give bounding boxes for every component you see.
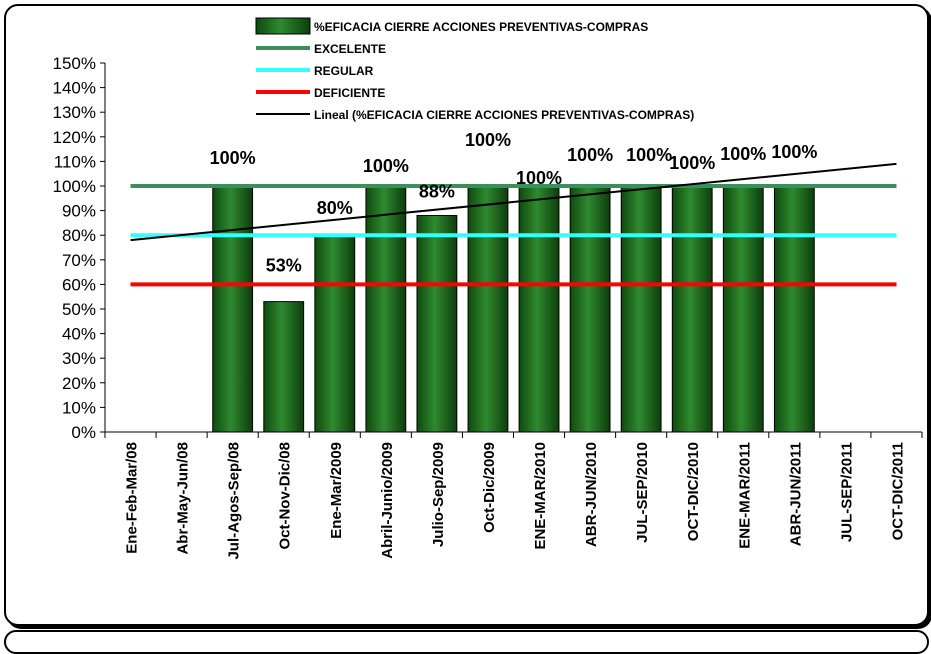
bar <box>365 185 407 433</box>
reference-lines <box>130 184 897 287</box>
bar <box>569 185 611 433</box>
x-tick-label: Ene-Mar/2009 <box>328 442 345 539</box>
x-tick-label: ENE-MAR/2011 <box>736 442 753 549</box>
y-tick-label: 20% <box>62 374 96 393</box>
x-tick-label: Ene-Feb-Mar/08 <box>124 442 141 554</box>
y-tick-label: 30% <box>62 349 96 368</box>
y-tick-label: 140% <box>53 79 96 98</box>
legend: %EFICACIA CIERRE ACCIONES PREVENTIVAS-CO… <box>255 17 694 122</box>
y-tick-label: 70% <box>62 251 96 270</box>
y-tick-label: 110% <box>54 152 96 171</box>
x-tick-label: Abr-May-Jun/08 <box>175 442 192 555</box>
y-tick-label: 80% <box>62 226 96 245</box>
bars <box>212 185 815 433</box>
x-tick-label: ENE-MAR/2010 <box>532 442 549 550</box>
data-label: 100% <box>363 156 409 176</box>
x-tick-label: OCT-DIC/2011 <box>889 442 906 540</box>
legend-label: Lineal (%EFICACIA CIERRE ACCIONES PREVEN… <box>314 108 694 122</box>
x-tick-label: JUL-SEP/2010 <box>634 442 651 543</box>
legend-swatch-bar <box>255 17 311 35</box>
data-label: 100% <box>465 130 511 150</box>
legend-label: %EFICACIA CIERRE ACCIONES PREVENTIVAS-CO… <box>314 20 648 34</box>
y-tick-label: 150% <box>53 54 96 73</box>
y-tick-label: 90% <box>62 202 96 221</box>
y-tick-label: 40% <box>62 325 96 344</box>
x-tick-label: JUL-SEP/2011 <box>838 442 855 542</box>
y-tick-label: 50% <box>62 300 96 319</box>
bar <box>263 301 305 433</box>
x-tick-label: Abril-Junio/2009 <box>379 442 396 559</box>
trendline-line <box>130 162 897 242</box>
data-label: 100% <box>771 142 817 162</box>
x-tick-label: Oct-Dic/2009 <box>481 442 498 533</box>
bar <box>518 185 560 433</box>
x-tick-label: OCT-DIC/2010 <box>685 442 702 541</box>
data-label: 88% <box>419 182 455 202</box>
data-label: 100% <box>210 148 256 168</box>
legend-label: EXCELENTE <box>314 42 386 56</box>
bar <box>722 185 764 433</box>
y-tick-label: 100% <box>53 177 96 196</box>
bar <box>620 185 662 433</box>
y-tick-label: 60% <box>62 275 96 294</box>
data-label: 53% <box>266 256 302 276</box>
data-label: 100% <box>626 145 672 165</box>
bar-chart: %EFICACIA CIERRE ACCIONES PREVENTIVAS-CO… <box>53 17 923 560</box>
y-tick-label: 0% <box>71 423 96 442</box>
bar <box>467 185 509 433</box>
bar <box>773 185 815 433</box>
x-tick-label: ABR-JUN/2011 <box>787 442 804 546</box>
legend-label: DEFICIENTE <box>314 86 385 100</box>
x-tick-label: Jul-Agos-Sep/08 <box>226 442 243 560</box>
x-tick-label: Oct-Nov-Dic/08 <box>277 442 294 550</box>
x-tick-label: ABR-JUN/2010 <box>583 442 600 547</box>
data-label: 100% <box>669 153 715 173</box>
bar <box>314 234 356 433</box>
bar <box>212 185 254 433</box>
x-axis: Ene-Feb-Mar/08 Abr-May-Jun/08 Jul-Agos-Sep… <box>104 431 923 560</box>
bar <box>671 185 713 433</box>
y-tick-label: 130% <box>53 103 96 122</box>
x-tick-label: Julio-Sep/2009 <box>430 442 447 547</box>
legend-label: REGULAR <box>314 64 374 78</box>
data-label: 100% <box>720 144 766 164</box>
bar <box>416 215 458 433</box>
data-label: 100% <box>567 145 613 165</box>
y-tick-label: 120% <box>53 128 96 147</box>
y-axis: 0% 10% 20% 30% 40% 50% 60% 70% 80% 90% 100% 110% 120… <box>53 54 106 442</box>
data-labels: 100%53%80%100%88%100%100%100% 100%100% 100… <box>210 130 818 276</box>
data-label: 80% <box>317 198 353 218</box>
y-tick-label: 10% <box>62 398 96 417</box>
data-label: 100% <box>516 168 562 188</box>
trendline <box>130 162 897 242</box>
